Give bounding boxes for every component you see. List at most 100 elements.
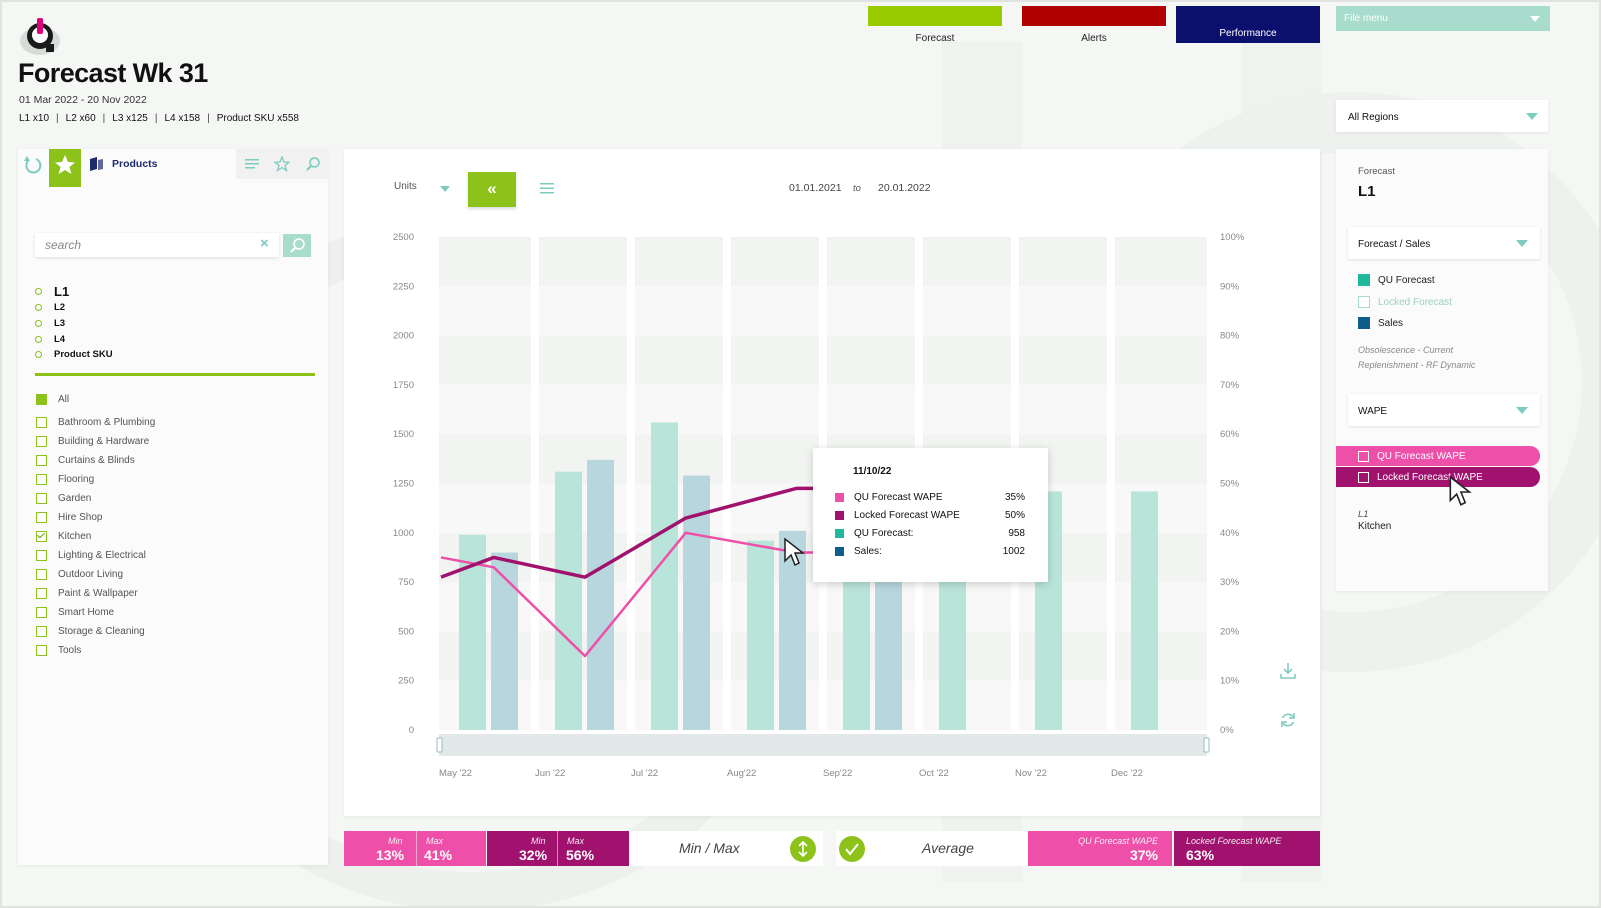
level-item-l4[interactable]: L4 bbox=[35, 334, 65, 345]
date-range-to[interactable]: 20.01.2022 bbox=[878, 182, 931, 194]
category-item[interactable]: Storage & Cleaning bbox=[36, 626, 145, 637]
category-checkbox[interactable] bbox=[36, 436, 47, 447]
locked-forecast-wape-option[interactable]: Locked Forecast WAPE bbox=[1336, 467, 1540, 487]
units-select-label[interactable]: Units bbox=[394, 181, 417, 192]
grid-separator bbox=[531, 237, 539, 730]
range-handle-right[interactable] bbox=[1203, 737, 1210, 753]
category-label: Bathroom & Plumbing bbox=[58, 417, 156, 428]
legend-item[interactable]: Sales bbox=[1358, 317, 1403, 329]
search-icon[interactable] bbox=[305, 156, 321, 172]
y-tick-label: 2250 bbox=[393, 281, 414, 292]
category-item[interactable]: Hire Shop bbox=[36, 512, 102, 523]
minmax-button[interactable] bbox=[790, 836, 816, 862]
refresh-icon[interactable] bbox=[1280, 712, 1296, 728]
regions-dropdown[interactable]: All Regions bbox=[1336, 100, 1548, 132]
chevron-down-icon bbox=[1516, 240, 1528, 247]
date-range-from[interactable]: 01.01.2021 bbox=[789, 182, 842, 194]
chevron-down-icon bbox=[1530, 16, 1540, 22]
y2-tick-label: 100% bbox=[1220, 232, 1245, 243]
category-item[interactable]: Lighting & Electrical bbox=[36, 550, 146, 561]
view-dropdown[interactable]: Forecast / Sales bbox=[1348, 227, 1540, 259]
category-label: Building & Hardware bbox=[58, 436, 150, 447]
category-checkbox[interactable] bbox=[36, 493, 47, 504]
locked-wape-average: Locked Forecast WAPE 63% bbox=[1174, 831, 1320, 866]
units-chevron-down-icon[interactable] bbox=[440, 186, 450, 192]
nav-alerts[interactable]: Alerts bbox=[1022, 6, 1166, 44]
search-button[interactable] bbox=[283, 234, 311, 257]
forecast-chart: 2500225020001750150012501000750500250010… bbox=[393, 232, 1245, 779]
category-checkbox[interactable] bbox=[36, 455, 47, 466]
list-icon[interactable] bbox=[245, 158, 259, 170]
favourites-tab[interactable] bbox=[49, 149, 81, 187]
metric-dropdown[interactable]: WAPE bbox=[1348, 394, 1540, 426]
y2-tick-label: 60% bbox=[1220, 429, 1240, 440]
category-item[interactable]: Curtains & Blinds bbox=[36, 455, 135, 466]
file-menu-dropdown[interactable]: File menu bbox=[1336, 6, 1550, 31]
category-checkbox[interactable] bbox=[36, 531, 47, 542]
level-item-l2[interactable]: L2 bbox=[35, 302, 65, 313]
category-label: Paint & Wallpaper bbox=[58, 588, 138, 599]
clear-search-icon[interactable]: × bbox=[260, 235, 269, 252]
locked-forecast-wape-checkbox[interactable] bbox=[1358, 471, 1369, 483]
category-item[interactable]: Tools bbox=[36, 645, 81, 656]
regions-selected: All Regions bbox=[1348, 112, 1399, 123]
category-item[interactable]: Flooring bbox=[36, 474, 94, 485]
level-item-l3[interactable]: L3 bbox=[35, 318, 65, 329]
category-checkbox[interactable] bbox=[36, 588, 47, 599]
average-label: Average bbox=[922, 840, 974, 856]
y2-tick-label: 70% bbox=[1220, 380, 1240, 391]
y2-tick-label: 80% bbox=[1220, 331, 1240, 342]
y-tick-label: 750 bbox=[398, 577, 414, 588]
category-checkbox[interactable] bbox=[36, 607, 47, 618]
category-item[interactable]: Garden bbox=[36, 493, 91, 504]
average-button[interactable] bbox=[839, 836, 865, 862]
category-checkbox[interactable] bbox=[36, 474, 47, 485]
legend-swatch[interactable] bbox=[1358, 317, 1370, 329]
legend-swatch[interactable] bbox=[1358, 296, 1370, 308]
category-item[interactable]: Outdoor Living bbox=[36, 569, 123, 580]
category-item[interactable]: All bbox=[36, 394, 69, 405]
qu-forecast-wape-checkbox[interactable] bbox=[1358, 450, 1369, 462]
nav-forecast-bar bbox=[868, 6, 1002, 26]
category-item[interactable]: Kitchen bbox=[36, 531, 91, 542]
category-checkbox[interactable] bbox=[36, 550, 47, 561]
category-item[interactable]: Paint & Wallpaper bbox=[36, 588, 138, 599]
reset-icon[interactable] bbox=[20, 152, 48, 178]
bar-qu-forecast bbox=[555, 471, 582, 730]
chart-menu-icon[interactable] bbox=[540, 183, 554, 194]
category-item[interactable]: Smart Home bbox=[36, 607, 114, 618]
category-item[interactable]: Bathroom & Plumbing bbox=[36, 417, 155, 428]
level-item-sku[interactable]: Product SKU bbox=[35, 349, 113, 360]
selection-level: L1 bbox=[1358, 509, 1369, 520]
collapse-panel-button[interactable]: « bbox=[468, 172, 516, 207]
metric-dropdown-label: WAPE bbox=[1358, 406, 1388, 417]
legend-swatch[interactable] bbox=[1358, 274, 1370, 286]
qu-forecast-wape-option[interactable]: QU Forecast WAPE bbox=[1336, 446, 1540, 466]
range-navigator[interactable] bbox=[439, 734, 1207, 756]
category-item[interactable]: Building & Hardware bbox=[36, 436, 149, 447]
level-count-l2: L2 x60 bbox=[65, 113, 96, 124]
category-label: Curtains & Blinds bbox=[58, 455, 135, 466]
category-checkbox[interactable] bbox=[36, 645, 47, 656]
level-count-l4: L4 x158 bbox=[164, 113, 201, 124]
legend-item[interactable]: QU Forecast bbox=[1358, 274, 1435, 286]
qu-wape-average: QU Forecast WAPE 37% bbox=[1028, 831, 1172, 866]
download-icon[interactable] bbox=[1280, 662, 1296, 680]
nav-forecast[interactable]: Forecast bbox=[868, 6, 1002, 44]
range-handle-left[interactable] bbox=[436, 737, 443, 753]
search-input[interactable] bbox=[35, 233, 255, 257]
category-checkbox[interactable] bbox=[36, 626, 47, 637]
category-checkbox[interactable] bbox=[36, 512, 47, 523]
level-item-l1[interactable]: L1 bbox=[35, 284, 69, 299]
category-label: Storage & Cleaning bbox=[58, 626, 145, 637]
search-box bbox=[35, 233, 279, 257]
favourite-star-icon[interactable] bbox=[274, 156, 290, 172]
category-checkbox[interactable] bbox=[36, 417, 47, 428]
date-range-to-word: to bbox=[853, 183, 861, 194]
x-tick-label: Aug'22 bbox=[727, 768, 756, 779]
legend-item[interactable]: Locked Forecast bbox=[1358, 296, 1452, 308]
nav-performance[interactable]: Performance bbox=[1176, 6, 1320, 43]
products-tab[interactable]: Products bbox=[86, 152, 234, 178]
category-checkbox[interactable] bbox=[36, 394, 47, 405]
category-checkbox[interactable] bbox=[36, 569, 47, 580]
